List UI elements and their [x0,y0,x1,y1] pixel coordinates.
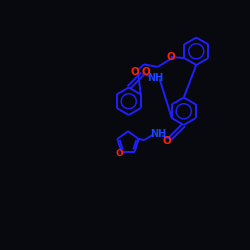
Text: O: O [116,148,123,158]
Text: O: O [131,67,140,77]
Text: NH: NH [150,129,166,139]
Text: NH: NH [147,73,163,83]
Text: O: O [162,136,171,146]
Text: O: O [141,67,150,77]
Text: O: O [166,52,175,62]
